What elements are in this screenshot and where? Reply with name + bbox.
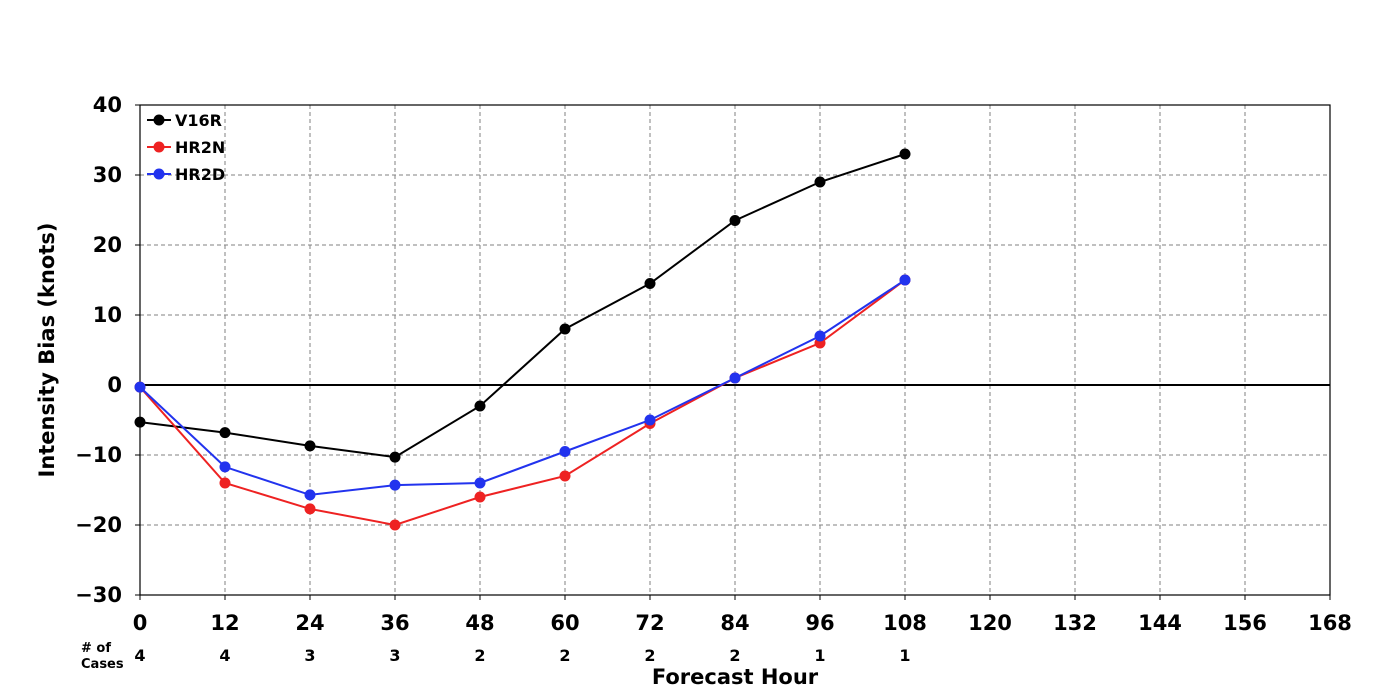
series-layer	[134, 148, 911, 531]
data-point-v16r	[219, 427, 231, 439]
data-point-hr2n	[389, 519, 401, 531]
y-tick-label: −10	[75, 443, 122, 467]
case-count: 2	[644, 646, 655, 665]
x-tick-label: 108	[883, 611, 927, 635]
legend-entry-v16r: V16R	[147, 111, 222, 130]
series-line-hr2n	[139, 279, 906, 527]
x-tick-label: 168	[1308, 611, 1352, 635]
data-point-v16r	[474, 400, 486, 412]
case-count: 3	[389, 646, 400, 665]
x-tick-label: 0	[133, 611, 148, 635]
y-tick-label: 10	[93, 303, 122, 327]
legend-marker	[153, 168, 165, 180]
series-hr2d	[134, 274, 911, 501]
data-point-hr2n	[219, 477, 231, 489]
data-point-v16r	[899, 148, 911, 160]
x-tick-label: 84	[720, 611, 749, 635]
y-tick-label: 40	[93, 93, 122, 117]
case-count: 2	[559, 646, 570, 665]
x-tick-label: 120	[968, 611, 1012, 635]
case-count: 3	[304, 646, 315, 665]
legend-entry-hr2n: HR2N	[147, 138, 225, 157]
cases-label-line1: # of	[81, 641, 111, 656]
case-count: 2	[474, 646, 485, 665]
series-v16r	[134, 148, 911, 463]
series-line-v16r	[139, 153, 906, 459]
y-tick-label: 20	[93, 233, 122, 257]
data-point-hr2d	[134, 381, 146, 393]
data-point-v16r	[304, 440, 316, 452]
data-point-hr2d	[899, 274, 911, 286]
x-tick-label: 96	[805, 611, 834, 635]
x-tick-label: 24	[295, 611, 324, 635]
y-axis-label: Intensity Bias (knots)	[35, 223, 59, 478]
data-point-v16r	[814, 176, 826, 188]
x-tick-label: 12	[210, 611, 239, 635]
data-point-hr2d	[304, 489, 316, 501]
legend-marker	[153, 141, 165, 153]
data-point-v16r	[559, 323, 571, 335]
x-tick-label: 132	[1053, 611, 1097, 635]
data-point-hr2d	[644, 414, 656, 426]
case-count: 2	[729, 646, 740, 665]
y-tick-label: −20	[75, 513, 122, 537]
case-counts: # of Cases 4 4 3 3 2 2 2 2 1 1	[81, 641, 911, 672]
series-line-hr2d	[139, 279, 906, 496]
data-point-hr2d	[474, 477, 486, 489]
grid-layer	[140, 105, 1330, 595]
case-count: 1	[814, 646, 825, 665]
data-point-hr2n	[304, 503, 316, 515]
data-point-v16r	[389, 451, 401, 463]
legend-marker	[153, 114, 165, 126]
axis-ticks: 0 12 24 36 48 60 72 84 96 108 120 132 144 156 168 −30 −2…	[75, 93, 1352, 635]
data-point-hr2n	[559, 470, 571, 482]
legend-label: HR2D	[175, 165, 225, 184]
cases-label-line2: Cases	[81, 657, 124, 672]
legend-entry-hr2d: HR2D	[147, 165, 225, 184]
x-tick-label: 72	[635, 611, 664, 635]
y-tick-label: −30	[75, 583, 122, 607]
data-point-hr2d	[814, 330, 826, 342]
case-count: 4	[219, 646, 230, 665]
data-point-hr2d	[559, 446, 571, 457]
legend: V16R HR2N HR2D	[147, 111, 225, 184]
data-point-hr2n	[474, 491, 486, 503]
data-point-v16r	[729, 215, 741, 226]
data-point-hr2d	[729, 372, 741, 384]
case-count: 4	[134, 646, 145, 665]
y-tick-label: 0	[107, 373, 122, 397]
data-point-v16r	[134, 416, 146, 428]
legend-label: V16R	[175, 111, 222, 130]
x-tick-label: 60	[550, 611, 579, 635]
x-tick-label: 48	[465, 611, 494, 635]
series-hr2n	[134, 274, 911, 531]
x-tick-label: 156	[1223, 611, 1267, 635]
data-point-v16r	[644, 278, 656, 289]
x-tick-label: 36	[380, 611, 409, 635]
y-tick-label: 30	[93, 163, 122, 187]
legend-label: HR2N	[175, 138, 225, 157]
data-point-hr2d	[219, 461, 231, 473]
x-tick-label: 144	[1138, 611, 1182, 635]
case-count: 1	[899, 646, 910, 665]
x-axis-label: Forecast Hour	[652, 665, 819, 689]
data-point-hr2d	[389, 479, 401, 491]
